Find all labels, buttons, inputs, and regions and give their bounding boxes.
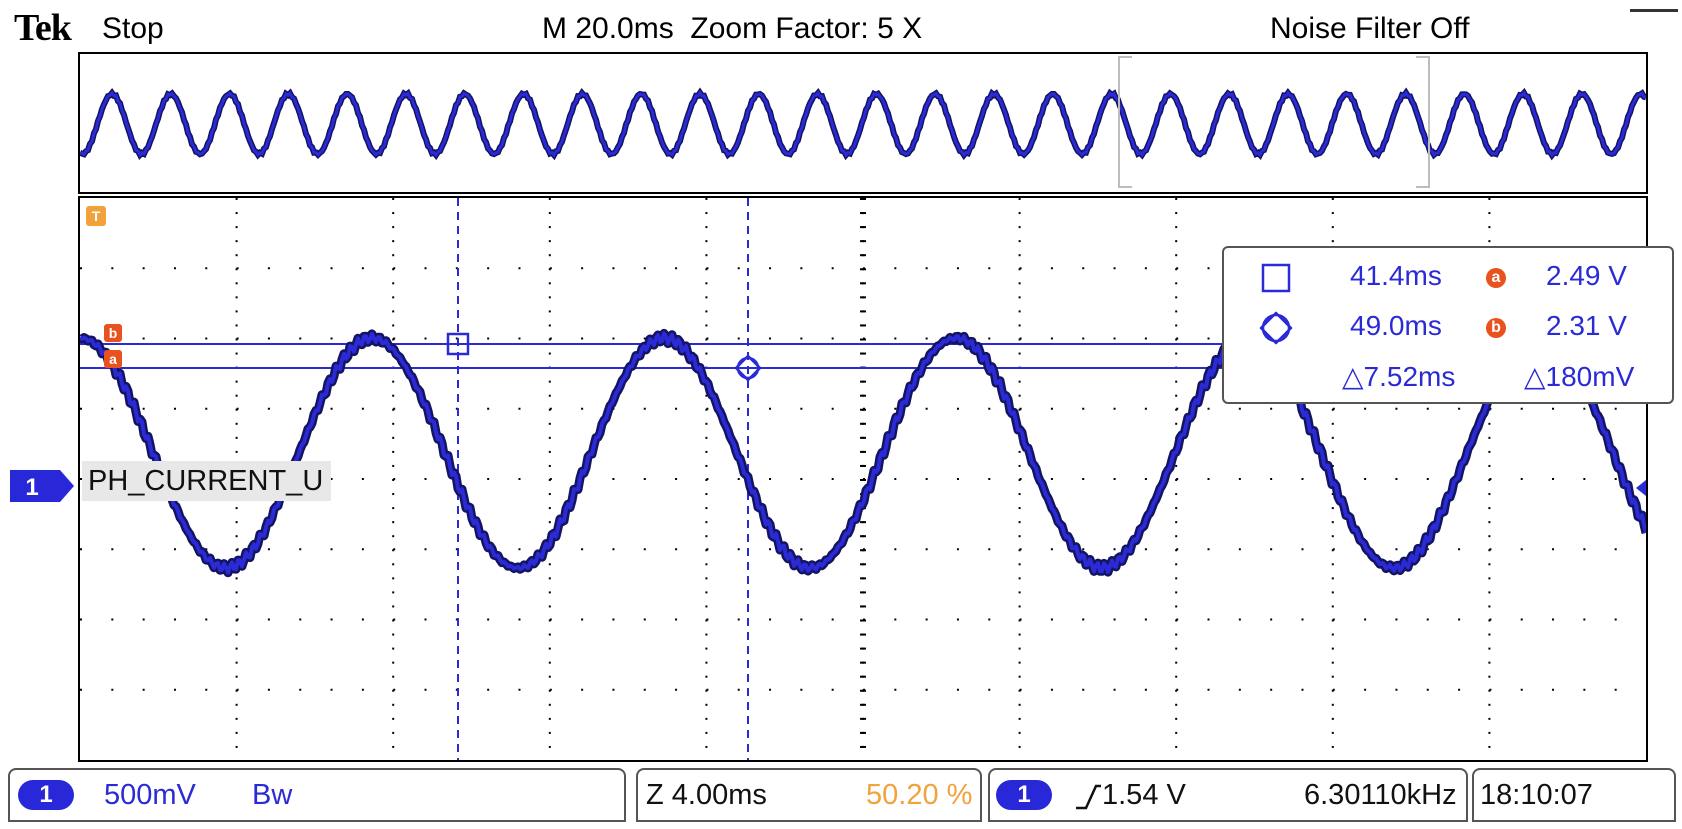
cursor-b-badge: b (1486, 318, 1506, 338)
circle-cursor-icon[interactable] (734, 354, 762, 382)
noise-filter-status: Noise Filter Off (1270, 12, 1470, 45)
square-cursor-icon[interactable] (446, 332, 470, 356)
zoomed-waveform-display: baT (77, 198, 1651, 760)
vertical-scale: 500mV (104, 779, 196, 811)
cursor-a-voltage: 2.49 V (1546, 260, 1627, 291)
trigger-settings-box[interactable]: 1 1.54 V 6.30110kHz (988, 768, 1468, 822)
cursor1-time: 41.4ms (1350, 260, 1442, 291)
cursor2-time: 49.0ms (1350, 310, 1442, 341)
trigger-source-badge: 1 (996, 780, 1052, 810)
channel-number: 1 (25, 474, 38, 501)
status-bar: 1 500mV Bw Z 4.00ms 50.20 % 1 1.54 V 6.3… (8, 768, 1676, 826)
circle-cursor-icon (1259, 311, 1293, 345)
zoom-timebase: Z 4.00ms (646, 779, 767, 811)
cursor-readout-panel: 41.4ms a 2.49 V 49.0ms b 2.31 V △7.52ms … (1222, 246, 1674, 404)
overview-trace (78, 87, 1647, 161)
clock: 18:10:07 (1480, 779, 1593, 811)
delta-time: △7.52ms (1342, 361, 1456, 392)
rising-edge-icon (1076, 784, 1101, 810)
square-cursor-icon (1261, 263, 1291, 293)
bandwidth-limit: Bw (252, 779, 293, 811)
trigger-frequency: 6.30110kHz (1304, 779, 1457, 811)
cursor-a-badge: a (1486, 268, 1506, 288)
trigger-level-arrow (1636, 480, 1646, 496)
vertical-settings-box[interactable]: 1 500mV Bw (8, 768, 626, 822)
channel-label: PH_CURRENT_U (82, 461, 332, 501)
svg-text:a: a (109, 351, 117, 367)
cursor-b-voltage: 2.31 V (1546, 310, 1627, 341)
svg-text:b: b (109, 325, 118, 341)
waveform-trace (79, 331, 1648, 575)
scope-header: Tek Stop M 20.0ms Zoom Factor: 5 X Noise… (0, 0, 1682, 52)
overview-trace-line (79, 90, 1647, 158)
clock-box: 18:10:07 (1472, 768, 1676, 822)
horizontal-settings-box[interactable]: Z 4.00ms 50.20 % (636, 768, 982, 822)
run-state: Stop (102, 12, 164, 45)
trigger-level: 1.54 V (1102, 779, 1186, 811)
horizontal-position: 50.20 % (866, 779, 973, 811)
header-divider (1630, 9, 1678, 12)
delta-voltage: △180mV (1524, 361, 1635, 392)
svg-text:T: T (92, 208, 101, 224)
channel-1-ground-marker[interactable]: 1 (10, 470, 74, 502)
timebase-readout: M 20.0ms Zoom Factor: 5 X (542, 12, 923, 45)
cursor-a-marker: a (104, 350, 122, 368)
trigger-t-icon: T (86, 206, 106, 226)
zoom-window-bracket[interactable] (1118, 56, 1430, 188)
brand-logo: Tek (14, 7, 72, 49)
cursor-b-marker: b (104, 324, 122, 342)
channel-1-badge: 1 (18, 780, 74, 810)
overview-waveform-panel (78, 52, 1648, 194)
